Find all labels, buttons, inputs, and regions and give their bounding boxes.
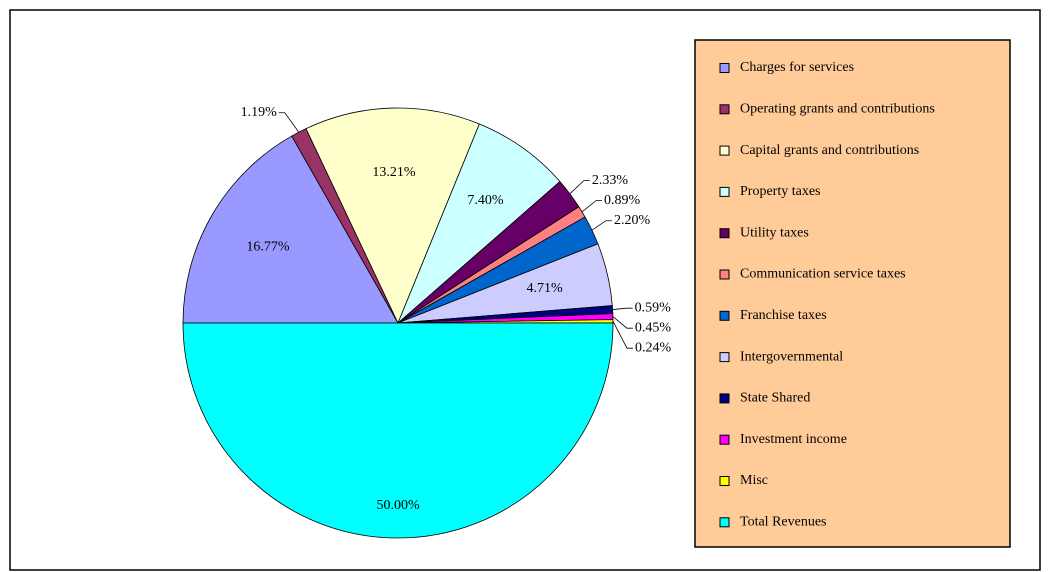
legend-label: Communication service taxes xyxy=(740,267,906,282)
legend-label: Capital grants and contributions xyxy=(740,143,919,158)
pie-slice xyxy=(182,135,399,324)
legend-label: Franchise taxes xyxy=(740,308,827,323)
legend-label: Charges for services xyxy=(740,60,854,75)
legend-swatch xyxy=(719,393,730,404)
legend-label: Operating grants and contributions xyxy=(740,102,935,117)
leader-line xyxy=(612,316,633,329)
legend-label: Total Revenues xyxy=(740,515,827,530)
legend-swatch xyxy=(719,269,730,280)
pie-slice xyxy=(397,123,561,324)
data-label: 1.19% xyxy=(241,105,278,120)
data-label: 2.33% xyxy=(592,173,629,188)
data-label: 0.45% xyxy=(635,320,672,335)
data-label: 0.89% xyxy=(604,193,641,208)
legend-swatch xyxy=(719,104,730,115)
leader-line xyxy=(581,200,603,213)
legend-swatch xyxy=(719,310,730,321)
leader-line xyxy=(591,220,612,231)
legend-swatch xyxy=(719,434,730,445)
data-label: 0.24% xyxy=(635,340,672,355)
legend-swatch xyxy=(719,228,730,239)
legend-label: Utility taxes xyxy=(740,225,809,240)
data-label: 2.20% xyxy=(614,213,651,228)
legend-swatch xyxy=(719,63,730,73)
legend-swatch xyxy=(719,352,730,363)
leader-line xyxy=(278,112,300,133)
legend-swatch xyxy=(719,476,730,486)
data-label: 0.59% xyxy=(635,300,672,315)
legend-label: State Shared xyxy=(740,391,810,406)
data-label: 50.00% xyxy=(376,498,420,513)
data-label: 16.77% xyxy=(246,240,290,255)
legend-label: Intergovernmental xyxy=(740,349,843,364)
legend-swatch xyxy=(719,186,730,197)
pie-slice xyxy=(182,322,614,539)
legend-swatch xyxy=(719,145,730,156)
leader-line xyxy=(569,180,590,195)
legend-label: Property taxes xyxy=(740,184,820,199)
leader-line xyxy=(612,307,633,310)
legend-label: Investment income xyxy=(740,432,847,447)
legend-swatch xyxy=(719,517,730,528)
data-label: 4.71% xyxy=(526,281,563,296)
pie-slice xyxy=(305,107,480,324)
data-label: 7.40% xyxy=(467,193,504,208)
legend-label: Misc xyxy=(740,473,768,488)
data-label: 13.21% xyxy=(372,165,416,180)
leader-line xyxy=(612,321,633,349)
legend-box xyxy=(694,39,1011,548)
